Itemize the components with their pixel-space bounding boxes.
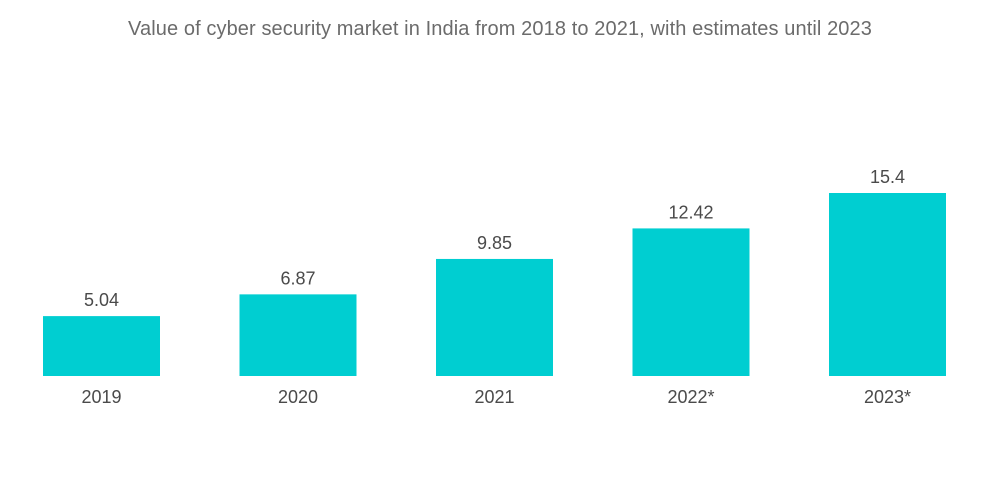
- data-label-2023*: 15.4: [870, 167, 905, 187]
- x-tick-label-2022*: 2022*: [667, 387, 714, 407]
- data-label-2021: 9.85: [477, 233, 512, 253]
- x-tick-label-2020: 2020: [278, 387, 318, 407]
- x-tick-label-2023*: 2023*: [864, 387, 911, 407]
- data-label-2020: 6.87: [280, 268, 315, 288]
- bar-2021: [436, 258, 553, 376]
- x-tick-label-2021: 2021: [474, 387, 514, 407]
- bar-2019: [43, 316, 160, 376]
- data-label-2022*: 12.42: [668, 202, 713, 222]
- x-tick-label-2019: 2019: [81, 387, 121, 407]
- chart-title: Value of cyber security market in India …: [128, 18, 872, 40]
- data-label-2019: 5.04: [84, 290, 119, 310]
- bar-2022*: [632, 228, 750, 376]
- bar-2020: [239, 294, 357, 376]
- bar-2023*: [829, 193, 946, 376]
